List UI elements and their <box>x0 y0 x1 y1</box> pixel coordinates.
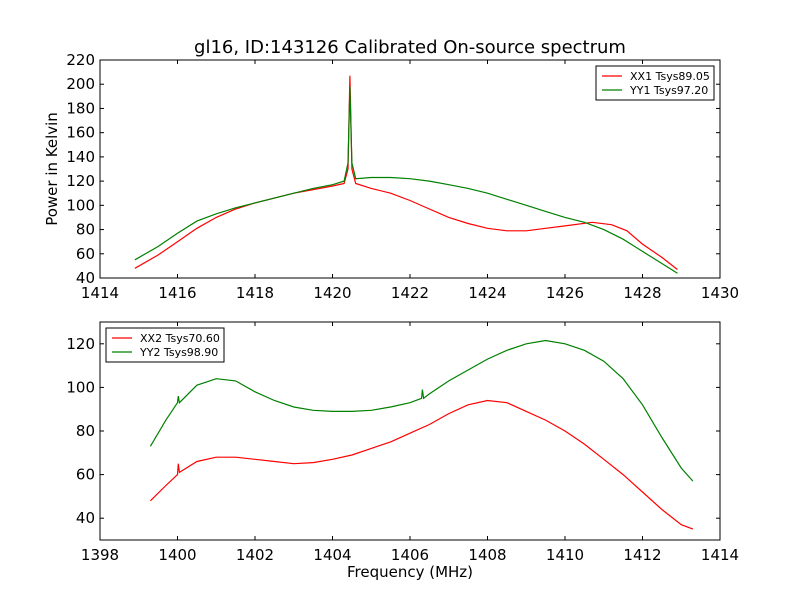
x-tick-label: 1420 <box>313 284 351 302</box>
x-tick-label: 1414 <box>701 546 739 564</box>
y-tick-label: 40 <box>76 509 95 527</box>
x-tick-label: 1412 <box>623 546 661 564</box>
series-line-yy1 <box>134 86 678 274</box>
y-tick-label: 100 <box>66 196 95 214</box>
x-tick-label: 1404 <box>313 546 351 564</box>
y-tick-label: 120 <box>66 335 95 353</box>
x-tick-label: 1424 <box>468 284 506 302</box>
y-tick-label: 80 <box>76 221 95 239</box>
series-line-yy2 <box>149 339 694 482</box>
y-tick-label: 200 <box>66 75 95 93</box>
x-tick-label: 1410 <box>546 546 584 564</box>
x-tick-label: 1406 <box>391 546 429 564</box>
y-tick-label: 180 <box>66 99 95 117</box>
legend-label: XX2 Tsys70.60 <box>140 332 220 345</box>
series-line-xx2 <box>149 399 694 530</box>
y-tick-label: 80 <box>76 422 95 440</box>
legend-label: YY1 Tsys97.20 <box>629 84 708 97</box>
x-tick-label: 1408 <box>468 546 506 564</box>
legend-label: XX1 Tsys89.05 <box>630 70 710 83</box>
x-tick-label: 1416 <box>158 284 196 302</box>
y-tick-label: 60 <box>76 245 95 263</box>
y-tick-label: 140 <box>66 148 95 166</box>
y-tick-label: 100 <box>66 378 95 396</box>
y-tick-label: 40 <box>76 269 95 287</box>
y-tick-label: 160 <box>66 124 95 142</box>
x-tick-label: 1400 <box>158 546 196 564</box>
x-tick-label: 1428 <box>623 284 661 302</box>
legend-label: YY2 Tsys98.90 <box>139 346 218 359</box>
y-tick-label: 60 <box>76 466 95 484</box>
legend-box <box>105 327 225 363</box>
y-tick-label: 120 <box>66 172 95 190</box>
y-axis-label: Power in Kelvin <box>43 112 61 226</box>
y-tick-label: 220 <box>66 51 95 69</box>
top-axes: 1414 1416 1418 1420 1422 1424 1426 1428 1430 40 60… <box>66 51 739 302</box>
x-tick-label: 1430 <box>701 284 739 302</box>
x-tick-label: 1426 <box>546 284 584 302</box>
bottom-axes: 1398 1400 1402 1404 1406 1408 1410 1412 1414 40 60… <box>66 321 739 564</box>
chart-title: gl16, ID:143126 Calibrated On-source spe… <box>194 37 626 58</box>
legend-box <box>595 65 715 101</box>
series-line-xx1 <box>134 75 678 270</box>
x-tick-label: 1398 <box>81 546 119 564</box>
x-tick-label: 1414 <box>81 284 119 302</box>
x-tick-label: 1402 <box>236 546 274 564</box>
x-tick-label: 1422 <box>391 284 429 302</box>
x-axis-label: Frequency (MHz) <box>347 563 473 581</box>
x-tick-label: 1418 <box>236 284 274 302</box>
